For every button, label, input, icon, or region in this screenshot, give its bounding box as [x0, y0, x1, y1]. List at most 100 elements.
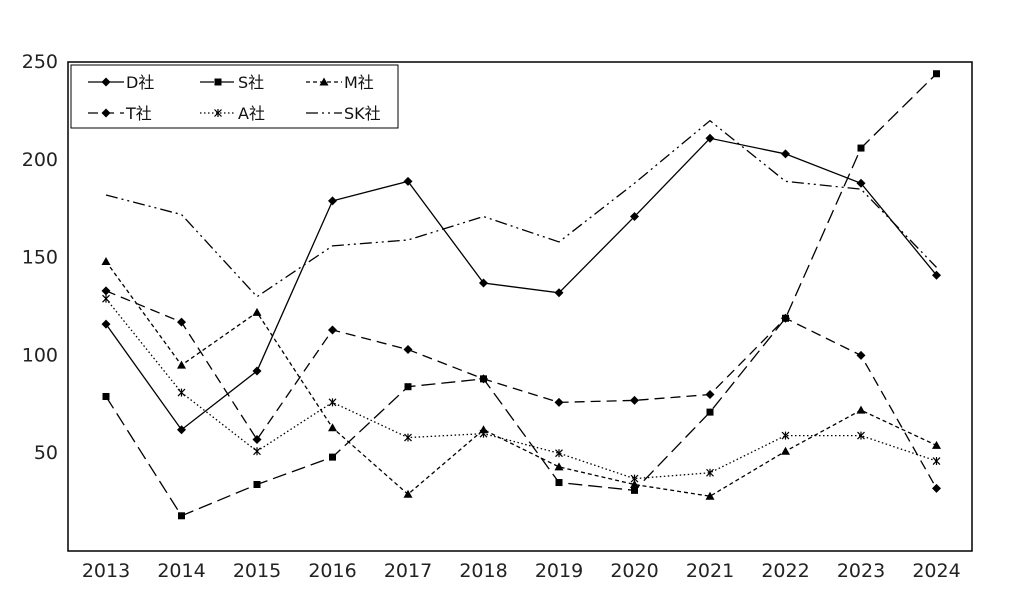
series-line [105, 261, 937, 497]
data-point [932, 457, 941, 466]
data-point [706, 468, 714, 477]
series-6 [105, 119, 937, 298]
series-line [105, 298, 937, 480]
data-point [781, 313, 790, 323]
legend-marker [101, 77, 111, 87]
data-point [856, 405, 866, 414]
x-tick-label: 2021 [686, 560, 734, 582]
data-point [479, 374, 488, 384]
legend-item: M社 [306, 73, 374, 92]
x-tick-label: 2017 [384, 560, 432, 582]
x-tick-label: 2019 [535, 560, 583, 582]
data-point [706, 408, 714, 416]
y-axis-tick-labels: 50 100 150 200 250 [22, 51, 58, 464]
data-point [554, 397, 564, 407]
data-point [555, 449, 563, 458]
legend-item: D社 [88, 73, 154, 92]
x-axis-tick-labels: 2013 2014 2015 2016 2017 2018 2019 2020 2021 2022… [82, 560, 961, 582]
x-tick-label: 2018 [459, 560, 507, 582]
legend-marker [214, 78, 222, 86]
data-point [253, 447, 261, 456]
legend-label: S社 [238, 73, 264, 92]
series-line [105, 137, 938, 431]
x-tick-label: 2024 [912, 560, 960, 582]
data-point [705, 491, 715, 500]
data-point [253, 480, 261, 488]
data-point [328, 423, 337, 432]
legend-item: T社 [88, 104, 152, 123]
data-point [403, 489, 413, 498]
series-line [105, 119, 937, 298]
series-2 [102, 70, 940, 520]
data-point [328, 196, 337, 206]
data-point [857, 144, 865, 152]
data-point [329, 453, 336, 461]
y-tick-label: 250 [22, 51, 58, 73]
data-point [177, 388, 186, 397]
series-line [105, 73, 937, 517]
series-layer [101, 70, 941, 520]
plot-frame [67, 61, 973, 552]
legend-item: S社 [200, 73, 264, 92]
data-point [932, 270, 941, 280]
legend-marker [101, 108, 111, 118]
data-point [705, 133, 715, 143]
data-point [932, 483, 941, 493]
data-point [781, 446, 790, 455]
y-tick-label: 200 [22, 149, 58, 171]
series-1 [101, 133, 941, 435]
series-3 [101, 257, 941, 500]
data-point [705, 390, 715, 400]
data-point [178, 512, 185, 520]
y-tick-label: 100 [22, 344, 58, 366]
x-tick-label: 2013 [82, 560, 130, 582]
data-point [101, 319, 111, 329]
legend-box [70, 64, 399, 129]
legend-label: SK社 [344, 104, 381, 123]
data-point [856, 350, 866, 360]
data-point [328, 325, 337, 335]
legend-label: A社 [238, 104, 265, 123]
y-tick-label: 50 [34, 442, 58, 464]
data-point [781, 149, 790, 159]
x-tick-label: 2022 [761, 560, 809, 582]
y-tick-label: 150 [22, 247, 58, 269]
x-tick-label: 2023 [837, 560, 885, 582]
series-4 [101, 286, 941, 493]
data-point [630, 395, 639, 405]
legend-label: T社 [125, 104, 152, 123]
data-point [856, 178, 866, 188]
x-tick-label: 2014 [157, 560, 205, 582]
data-point [252, 307, 262, 316]
data-point [101, 257, 111, 266]
data-point [177, 425, 186, 435]
series-line [105, 290, 938, 489]
legend-item: A社 [200, 104, 265, 123]
data-point [102, 392, 110, 400]
data-point [403, 176, 413, 186]
data-point [177, 360, 186, 369]
x-tick-label: 2016 [308, 560, 356, 582]
legend-marker [319, 77, 329, 86]
x-tick-label: 2015 [233, 560, 281, 582]
data-point [630, 212, 639, 222]
data-point [102, 294, 110, 303]
data-point [554, 462, 564, 471]
data-point [403, 345, 413, 355]
data-point [101, 286, 111, 296]
data-point [252, 366, 262, 376]
data-point [932, 440, 941, 449]
legend-label: D社 [126, 73, 154, 92]
data-point [177, 317, 186, 327]
series-5 [102, 294, 941, 483]
data-point [857, 431, 865, 440]
data-point [479, 278, 488, 288]
data-point [404, 433, 412, 442]
data-point [781, 431, 790, 440]
data-point [933, 70, 940, 78]
data-point [630, 474, 639, 483]
data-point [631, 486, 638, 494]
data-point [555, 479, 563, 487]
legend: D社 S社 M社 T社 A社 SK社 [70, 64, 399, 129]
